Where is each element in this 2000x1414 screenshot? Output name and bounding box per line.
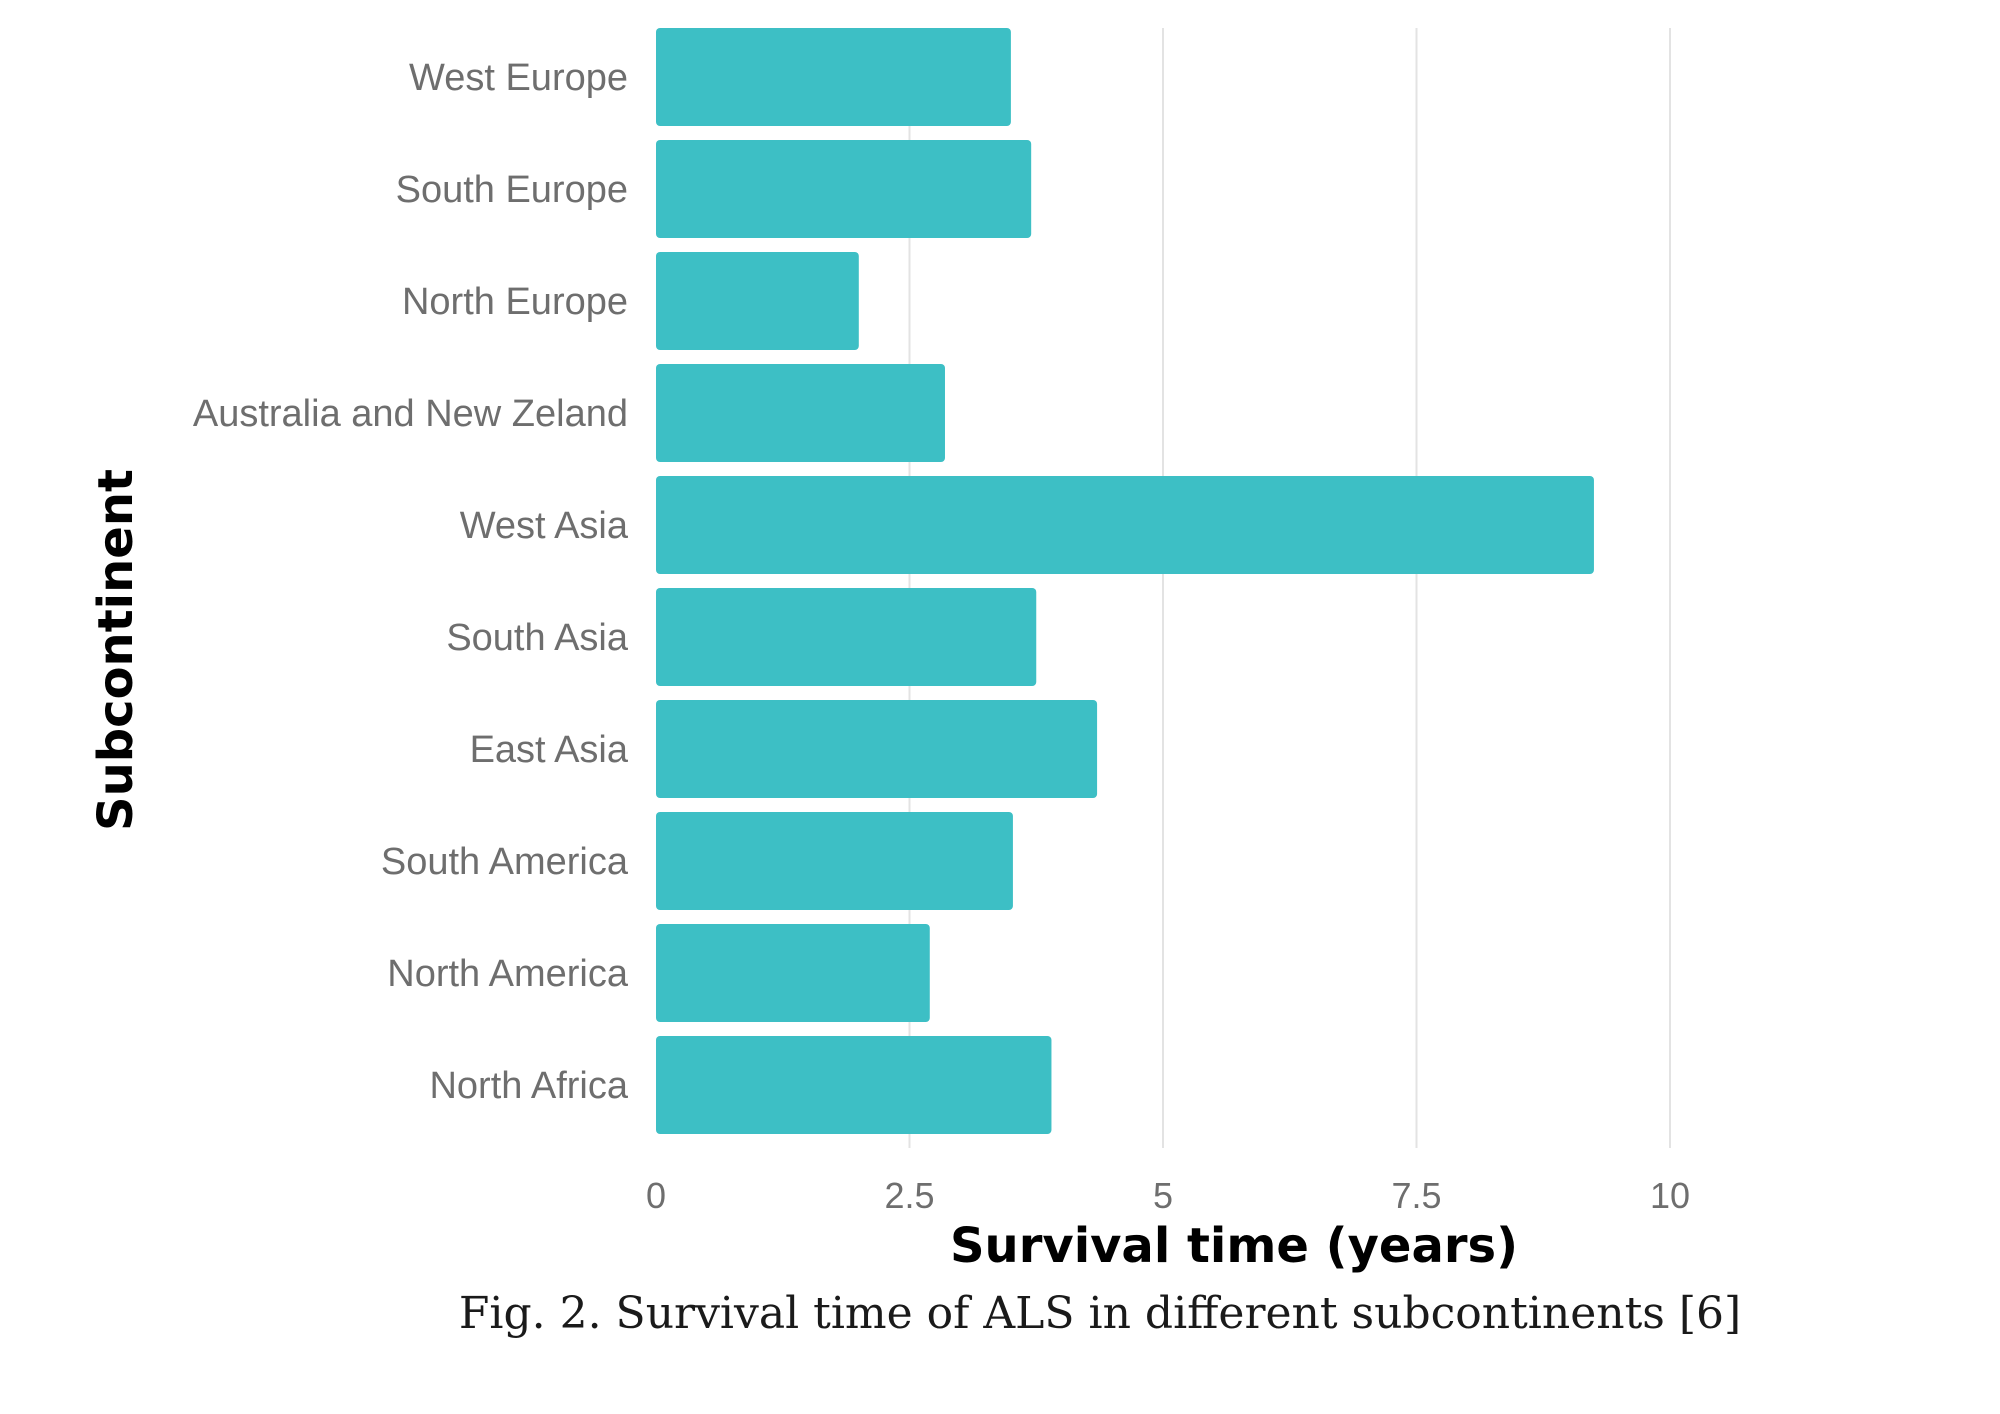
bar xyxy=(656,1036,1052,1134)
bar xyxy=(656,252,859,350)
category-label: West Asia xyxy=(460,505,629,547)
x-tick-label: 2.5 xyxy=(884,1175,934,1216)
category-label: North America xyxy=(387,953,629,995)
bar xyxy=(656,28,1011,126)
bar xyxy=(656,812,1013,910)
bar xyxy=(656,700,1098,798)
category-label: South America xyxy=(381,841,629,883)
bar xyxy=(656,476,1594,574)
category-label: North Africa xyxy=(429,1065,628,1107)
bars xyxy=(656,28,1594,1134)
y-axis-title: Subcontinent xyxy=(88,469,144,831)
x-tick-label: 7.5 xyxy=(1391,1175,1441,1216)
category-label: Australia and New Zeland xyxy=(193,393,628,435)
category-label: West Europe xyxy=(409,57,628,99)
bar xyxy=(656,588,1037,686)
category-labels: West Europe South Europe North Europe Austr… xyxy=(193,57,629,1107)
x-tick-label: 5 xyxy=(1153,1175,1173,1216)
x-tick-label: 10 xyxy=(1650,1175,1690,1216)
bar xyxy=(656,140,1032,238)
x-tick-label: 0 xyxy=(646,1175,666,1216)
category-label: South Asia xyxy=(446,617,629,659)
category-label: South Europe xyxy=(396,169,628,211)
x-axis-title: Survival time (years) xyxy=(950,1218,1518,1274)
figure-caption: Fig. 2. Survival time of ALS in differen… xyxy=(459,1288,1741,1339)
category-label: North Europe xyxy=(402,281,628,323)
category-label: East Asia xyxy=(470,729,629,771)
bar xyxy=(656,364,945,462)
x-tick-labels: 0 2.5 5 7.5 10 xyxy=(646,1175,1690,1216)
bar xyxy=(656,924,930,1022)
